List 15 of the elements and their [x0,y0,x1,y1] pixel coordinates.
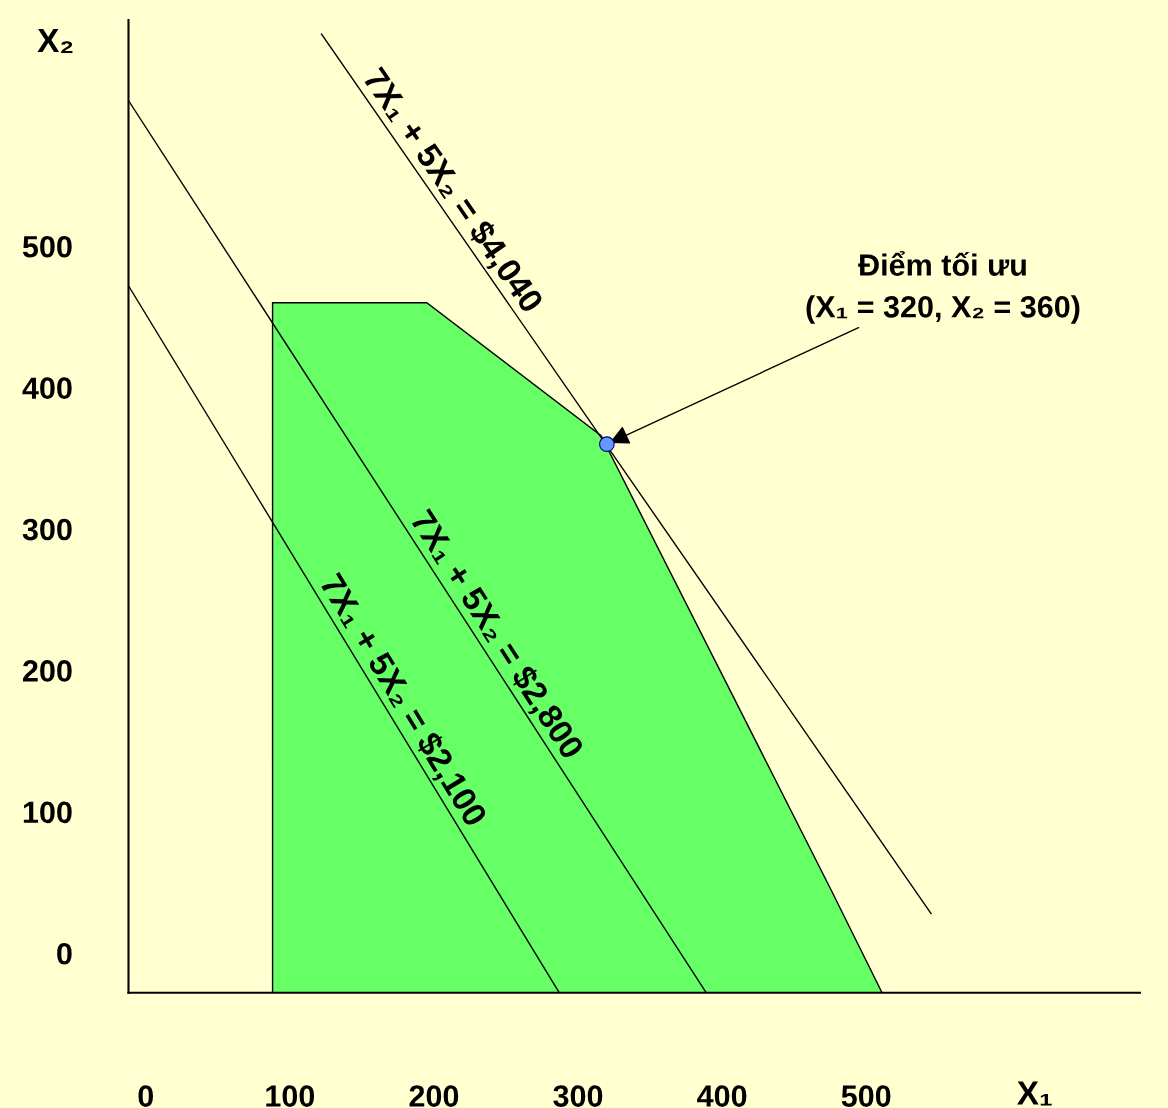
x-tick-label: 400 [697,1085,747,1107]
y-tick-label: 200 [23,660,72,682]
y-tick-label: 100 [23,801,72,824]
y-tick-label: 0 [57,942,72,965]
x-tick-label: 200 [409,1085,459,1107]
x-tick-label: 500 [841,1085,891,1107]
y-tick-label: 400 [22,377,72,399]
x-tick-label: 100 [266,1085,315,1107]
y-tick-label: 500 [22,235,72,258]
annotation: Điểm tối ưu (X₁ = 320, X₂ = 360) [806,250,1080,324]
x-tick-label: 0 [138,1085,154,1107]
y-tick-label: 300 [22,518,72,541]
y-axis-title: X₂ [37,29,73,53]
x-tick-label: 300 [553,1085,603,1107]
x-axis-title: X₁ [1017,1081,1052,1106]
